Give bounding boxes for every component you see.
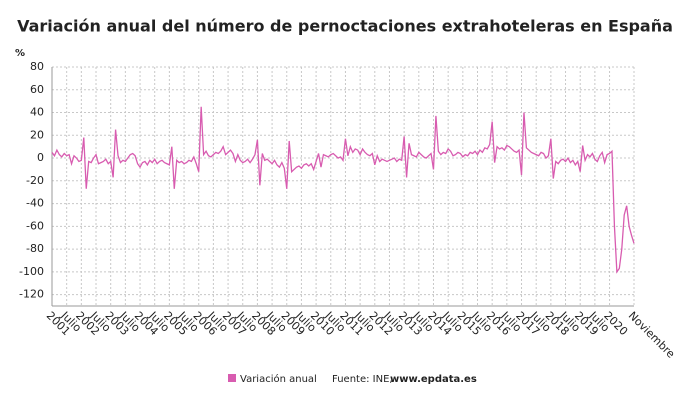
source-label: Fuente: INE, (332, 374, 393, 385)
source-site: www.epdata.es (390, 374, 477, 385)
data-line (51, 106, 635, 274)
legend-label: Variación anual (240, 373, 317, 385)
y-tick-label: 20 (30, 128, 44, 141)
y-tick-label: -120 (19, 288, 44, 301)
x-tick-label: Noviembre (626, 309, 678, 361)
y-unit: % (15, 48, 25, 59)
y-tick-label: -60 (26, 219, 44, 232)
y-tick-label: -20 (26, 174, 44, 187)
y-tick-label: 40 (30, 106, 44, 119)
y-tick-label: -100 (19, 265, 44, 278)
y-tick-label: -80 (26, 242, 44, 255)
y-tick-label: 0 (37, 151, 44, 164)
chart-title: Variación anual del número de pernoctaci… (17, 17, 673, 36)
y-tick-label: -40 (26, 197, 44, 210)
y-tick-label: 60 (30, 83, 44, 96)
legend-swatch (228, 374, 236, 382)
y-tick-label: 80 (30, 60, 44, 73)
